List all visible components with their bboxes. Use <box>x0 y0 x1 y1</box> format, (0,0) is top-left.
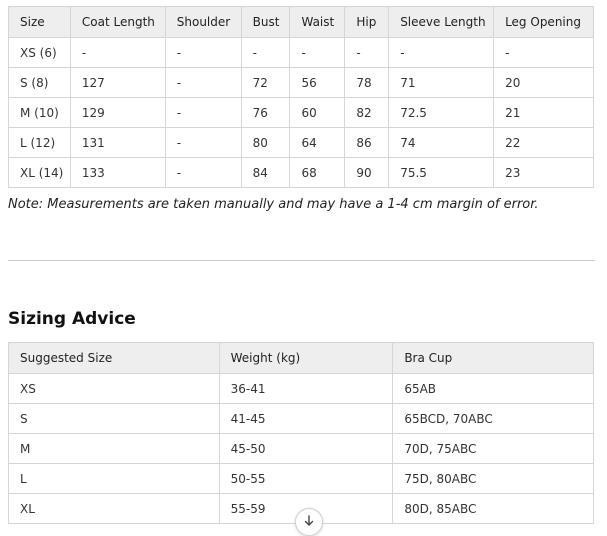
table-cell: 21 <box>493 97 594 128</box>
table-cell: 20 <box>493 67 594 98</box>
table-cell: 50-55 <box>218 463 394 494</box>
table-cell: - <box>388 37 495 68</box>
table-cell: - <box>164 157 242 188</box>
table-cell: M <box>8 433 220 464</box>
table-cell: - <box>164 127 242 158</box>
table-cell: XL <box>8 493 220 524</box>
table-cell: 75D, 80ABC <box>392 463 594 494</box>
table-row: L 50-55 75D, 80ABC <box>8 463 594 494</box>
table-cell: - <box>493 37 594 68</box>
table-cell: - <box>344 37 390 68</box>
sizing-advice-table: Suggested Size Weight (kg) Bra Cup XS 36… <box>8 342 594 524</box>
table-cell: 74 <box>388 127 495 158</box>
table-row: M (10) 129 - 76 60 82 72.5 21 <box>8 97 594 128</box>
table-cell: 133 <box>69 157 166 188</box>
table-cell: 65BCD, 70ABC <box>392 403 594 434</box>
table-cell: 72.5 <box>388 97 495 128</box>
table-cell: 86 <box>344 127 390 158</box>
column-header: Waist <box>289 6 346 38</box>
size-chart-header-row: Size Coat Length Shoulder Bust Waist Hip… <box>8 6 594 38</box>
column-header: Bra Cup <box>392 342 594 374</box>
table-row: XS (6) - - - - - - - <box>8 37 594 68</box>
column-header: Suggested Size <box>8 342 220 374</box>
section-divider <box>8 260 595 261</box>
table-cell: 45-50 <box>218 433 394 464</box>
table-cell: 80D, 85ABC <box>392 493 594 524</box>
table-cell: - <box>164 37 242 68</box>
column-header: Weight (kg) <box>218 342 394 374</box>
table-cell: 23 <box>493 157 594 188</box>
table-cell: 90 <box>344 157 390 188</box>
table-row: S (8) 127 - 72 56 78 71 20 <box>8 67 594 98</box>
table-cell: - <box>164 97 242 128</box>
table-cell: 78 <box>344 67 390 98</box>
column-header: Coat Length <box>69 6 166 38</box>
table-cell: 22 <box>493 127 594 158</box>
arrow-down-icon <box>304 515 314 526</box>
table-cell: 76 <box>240 97 291 128</box>
table-cell: 82 <box>344 97 390 128</box>
column-header: Size <box>8 6 71 38</box>
table-cell: L (12) <box>8 127 71 158</box>
table-cell: M (10) <box>8 97 71 128</box>
measurement-note: Note: Measurements are taken manually an… <box>8 197 539 212</box>
table-cell: XL (14) <box>8 157 71 188</box>
table-row: XL 55-59 80D, 85ABC <box>8 493 594 524</box>
table-cell: 72 <box>240 67 291 98</box>
table-cell: 71 <box>388 67 495 98</box>
table-cell: 41-45 <box>218 403 394 434</box>
table-cell: 64 <box>289 127 346 158</box>
table-cell: - <box>164 67 242 98</box>
table-row: L (12) 131 - 80 64 86 74 22 <box>8 127 594 158</box>
table-cell: XS (6) <box>8 37 71 68</box>
table-cell: 127 <box>69 67 166 98</box>
table-row: M 45-50 70D, 75ABC <box>8 433 594 464</box>
table-cell: 131 <box>69 127 166 158</box>
column-header: Bust <box>240 6 291 38</box>
table-cell: 84 <box>240 157 291 188</box>
table-cell: - <box>240 37 291 68</box>
table-row: XS 36-41 65AB <box>8 373 594 404</box>
table-cell: - <box>289 37 346 68</box>
table-row: S 41-45 65BCD, 70ABC <box>8 403 594 434</box>
table-cell: - <box>69 37 166 68</box>
section-title: Sizing Advice <box>8 309 136 329</box>
table-cell: 68 <box>289 157 346 188</box>
table-cell: L <box>8 463 220 494</box>
table-cell: 56 <box>289 67 346 98</box>
table-cell: 36-41 <box>218 373 394 404</box>
table-cell: 129 <box>69 97 166 128</box>
table-cell: XS <box>8 373 220 404</box>
column-header: Hip <box>344 6 390 38</box>
table-cell: S <box>8 403 220 434</box>
scroll-down-button[interactable] <box>295 508 323 536</box>
size-chart-table: Size Coat Length Shoulder Bust Waist Hip… <box>8 6 594 188</box>
table-cell: 80 <box>240 127 291 158</box>
sizing-advice-header-row: Suggested Size Weight (kg) Bra Cup <box>8 342 594 374</box>
column-header: Shoulder <box>164 6 242 38</box>
table-cell: 75.5 <box>388 157 495 188</box>
column-header: Sleeve Length <box>388 6 495 38</box>
table-row: XL (14) 133 - 84 68 90 75.5 23 <box>8 157 594 188</box>
table-cell: S (8) <box>8 67 71 98</box>
table-cell: 60 <box>289 97 346 128</box>
table-cell: 70D, 75ABC <box>392 433 594 464</box>
column-header: Leg Opening <box>493 6 594 38</box>
table-cell: 65AB <box>392 373 594 404</box>
